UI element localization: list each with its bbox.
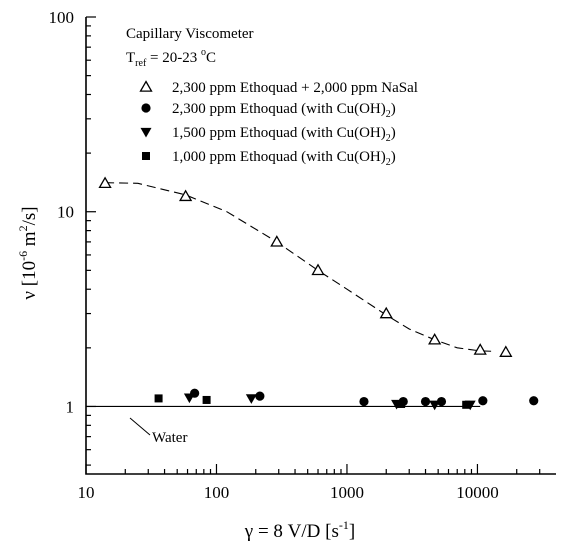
data-point-series-1 [98, 176, 112, 189]
x-tick-label: 10000 [456, 483, 499, 502]
x-tick-label: 100 [204, 483, 230, 502]
data-point-series-1 [499, 345, 513, 357]
legend-entry-2: 2,300 ppm Ethoquad (with Cu(OH)2) [172, 101, 396, 120]
legend-entry-4: 1,000 ppm Ethoquad (with Cu(OH)2) [172, 149, 396, 168]
data-point-series-4 [397, 399, 406, 408]
legend-marker-series-3 [140, 127, 152, 138]
data-point-series-2 [255, 391, 265, 401]
data-point-series-2 [359, 396, 369, 407]
legend-marker-series-4 [142, 152, 150, 160]
water-label: Water [152, 430, 187, 446]
data-point-series-2 [420, 396, 431, 407]
curves [86, 182, 493, 408]
x-tick-label: 1000 [330, 483, 364, 502]
data-point-series-2 [529, 396, 539, 406]
legend-marker-series-1 [139, 80, 153, 92]
data-point-series-2 [436, 396, 447, 407]
y-tick-label: 100 [49, 8, 75, 27]
water-label-leader [129, 417, 151, 436]
data-point-series-2 [478, 396, 488, 406]
ticks: 10 100 1000 10000 1 10 100 [49, 8, 541, 502]
data-point-series-1 [311, 263, 325, 276]
data-point-series-1 [473, 343, 487, 355]
data-point-series-4 [462, 400, 471, 409]
y-tick-label: 10 [57, 203, 74, 222]
data-point-series-1 [270, 235, 284, 247]
legend: Capillary Viscometer Tref = 20-23 oC 2,3… [126, 26, 418, 168]
data-point-series-4 [202, 395, 211, 404]
data-point-series-1 [178, 189, 193, 202]
data-point-series-1 [428, 332, 442, 345]
y-axis-title: ν [10-6 m2/s] [16, 206, 40, 299]
legend-tref: Tref = 20-23 oC [126, 47, 216, 69]
legend-title: Capillary Viscometer [126, 26, 254, 42]
x-tick-label: 10 [78, 483, 95, 502]
data-point-series-3 [183, 393, 195, 404]
legend-entry-1: 2,300 ppm Ethoquad + 2,000 ppm NaSal [172, 80, 418, 96]
legend-marker-series-2 [141, 103, 151, 113]
data-points [98, 176, 539, 411]
data-point-series-3 [429, 400, 441, 411]
x-axis-title: γ = 8 V/D [s-1] [244, 518, 355, 542]
legend-markers [139, 80, 153, 160]
data-point-series-1 [379, 306, 393, 319]
y-tick-label: 1 [66, 397, 75, 416]
data-point-series-3 [245, 394, 257, 404]
legend-entry-3: 1,500 ppm Ethoquad (with Cu(OH)2) [172, 125, 396, 144]
data-point-series-4 [154, 394, 163, 403]
fit-curve-dashed [105, 182, 493, 352]
